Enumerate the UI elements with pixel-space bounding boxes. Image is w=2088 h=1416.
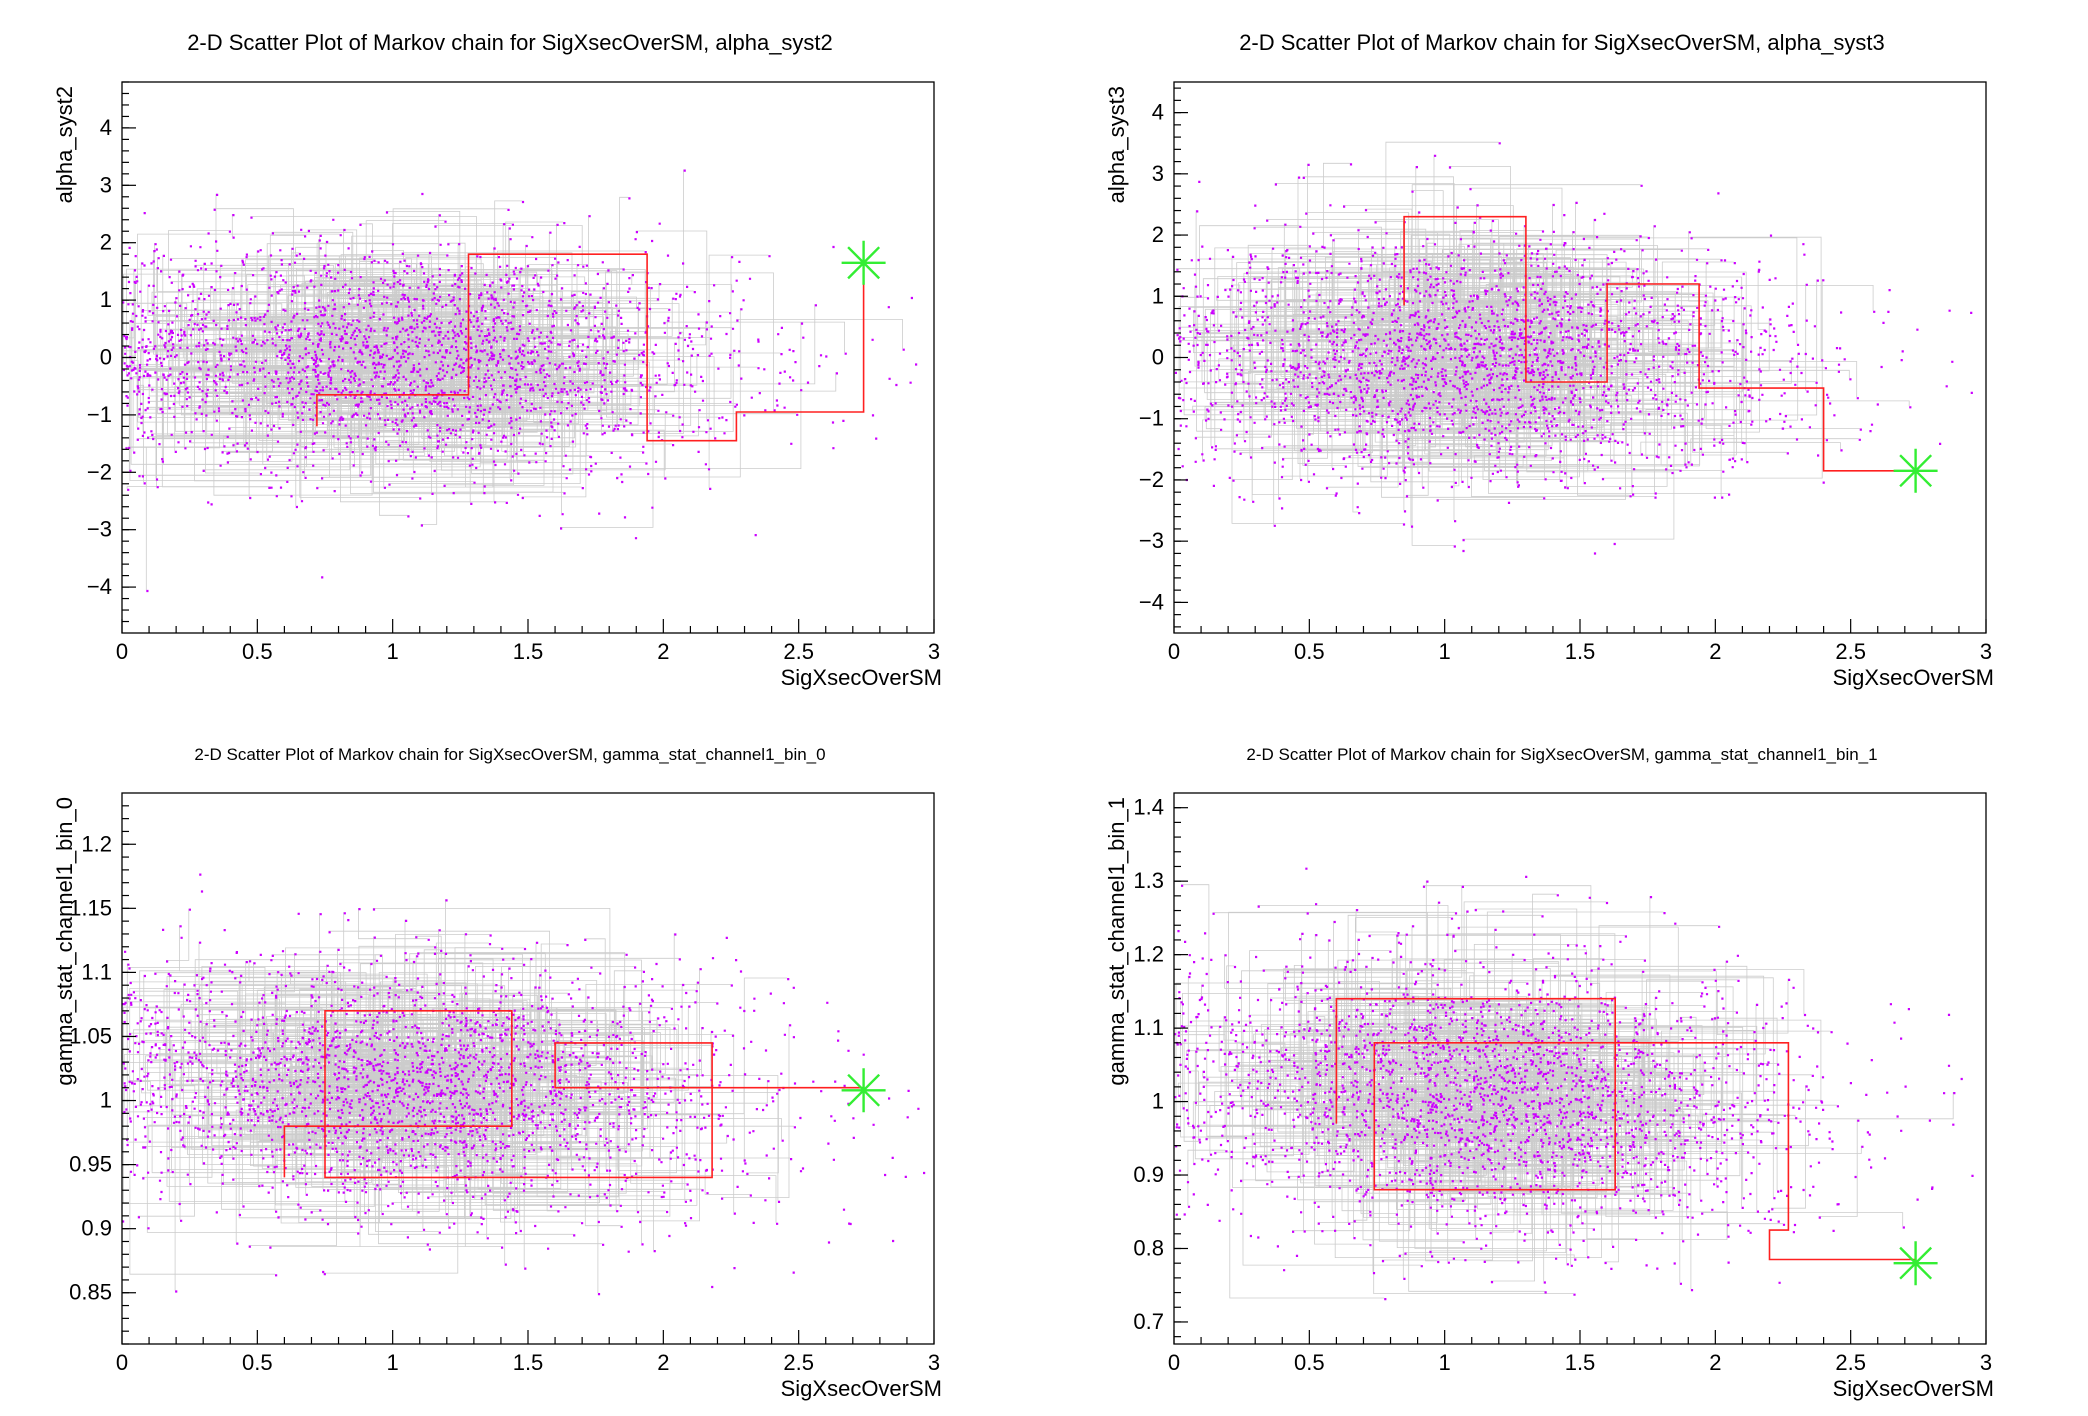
y-tick-label: 2 (1152, 222, 1164, 247)
y-tick-label: 1.15 (69, 895, 112, 920)
plot-area (1174, 867, 1974, 1301)
red-chain-path (1403, 215, 1916, 472)
y-tick-label: 4 (100, 115, 112, 140)
y-tick-label: 1 (1152, 1089, 1164, 1114)
y-tick-label: 1.2 (1133, 942, 1164, 967)
chain-steps (1176, 141, 1910, 546)
best-fit-star-marker (1893, 448, 1938, 493)
best-fit-star-marker (841, 1068, 886, 1113)
x-axis-title: SigXsecOverSM (1833, 665, 1994, 690)
y-tick-label: 0.8 (1133, 1235, 1164, 1260)
y-tick-label: −3 (87, 517, 112, 542)
y-tick-label: −4 (1139, 589, 1164, 614)
x-tick-label: 0.5 (1294, 639, 1325, 664)
x-tick-label: 2.5 (1835, 1350, 1866, 1375)
y-tick-label: −2 (87, 459, 112, 484)
red-chain-path (1335, 997, 1916, 1261)
chart-title: 2-D Scatter Plot of Markov chain for Sig… (1246, 745, 1877, 764)
y-tick-label: 1.1 (81, 959, 112, 984)
y-tick-label: 3 (1152, 161, 1164, 186)
x-tick-label: 2.5 (1835, 639, 1866, 664)
best-fit-star-marker (1893, 1241, 1938, 1286)
x-tick-label: 3 (928, 1350, 940, 1375)
chart-title: 2-D Scatter Plot of Markov chain for Sig… (1239, 30, 1885, 55)
x-tick-label: 3 (928, 639, 940, 664)
x-tick-label: 3 (1980, 639, 1992, 664)
chain-steps (122, 899, 794, 1293)
x-tick-label: 2.5 (783, 639, 814, 664)
y-tick-label: 1 (100, 1088, 112, 1113)
y-tick-label: 1.1 (1133, 1015, 1164, 1040)
x-tick-label: 1 (1439, 639, 1451, 664)
x-tick-label: 2 (1709, 1350, 1721, 1375)
x-tick-label: 0.5 (242, 1350, 273, 1375)
y-tick-label: 2 (100, 230, 112, 255)
y-tick-label: 0.7 (1133, 1309, 1164, 1334)
x-axis-title: SigXsecOverSM (781, 1376, 942, 1401)
x-tick-label: 2 (657, 1350, 669, 1375)
y-tick-label: 1.2 (81, 831, 112, 856)
red-chain-path (283, 1010, 864, 1179)
x-tick-label: 2.5 (783, 1350, 814, 1375)
x-tick-label: 0.5 (242, 639, 273, 664)
red-chain-path (316, 253, 865, 442)
y-axis-title: alpha_syst3 (1104, 86, 1129, 203)
panel-alpha-syst3: 2-D Scatter Plot of Markov chain for Sig… (1104, 30, 1994, 690)
x-axis-title: SigXsecOverSM (1833, 1376, 1994, 1401)
y-tick-label: 3 (100, 172, 112, 197)
x-tick-label: 0.5 (1294, 1350, 1325, 1375)
chain-steps (122, 169, 903, 590)
plot-area (122, 873, 926, 1296)
y-axis-title: gamma_stat_channel1_bin_0 (52, 797, 77, 1086)
y-tick-label: −2 (1139, 467, 1164, 492)
plot-area (122, 169, 918, 593)
panel-gamma-bin-1: 2-D Scatter Plot of Markov chain for Sig… (1104, 745, 1994, 1401)
x-tick-label: 2 (1709, 639, 1721, 664)
y-tick-label: 0.95 (69, 1152, 112, 1177)
best-fit-star-marker (841, 240, 886, 285)
chain-steps (1175, 880, 1954, 1299)
plot-area (1174, 141, 1973, 555)
x-tick-label: 0 (1168, 1350, 1180, 1375)
x-tick-label: 1 (387, 1350, 399, 1375)
y-tick-label: 1 (100, 287, 112, 312)
x-tick-label: 2 (657, 639, 669, 664)
x-axis-title: SigXsecOverSM (781, 665, 942, 690)
x-tick-label: 1.5 (1565, 1350, 1596, 1375)
chart-title: 2-D Scatter Plot of Markov chain for Sig… (187, 30, 833, 55)
x-tick-label: 1.5 (513, 639, 544, 664)
y-tick-label: −3 (1139, 528, 1164, 553)
y-tick-label: 0 (1152, 345, 1164, 370)
x-tick-label: 1.5 (1565, 639, 1596, 664)
y-tick-label: 1.05 (69, 1023, 112, 1048)
panel-gamma-bin-0: 2-D Scatter Plot of Markov chain for Sig… (52, 745, 942, 1401)
x-tick-label: 1.5 (513, 1350, 544, 1375)
y-axis-title: gamma_stat_channel1_bin_1 (1104, 797, 1129, 1086)
y-tick-label: −4 (87, 574, 112, 599)
y-tick-label: −1 (87, 402, 112, 427)
y-tick-label: 0.85 (69, 1280, 112, 1305)
x-tick-label: 1 (387, 639, 399, 664)
x-tick-label: 3 (1980, 1350, 1992, 1375)
y-tick-label: 0.9 (1133, 1162, 1164, 1187)
sample-points (122, 873, 926, 1296)
panel-alpha-syst2: 2-D Scatter Plot of Markov chain for Sig… (52, 30, 942, 690)
y-tick-label: −1 (1139, 406, 1164, 431)
y-tick-label: 4 (1152, 100, 1164, 125)
y-axis-title: alpha_syst2 (52, 86, 77, 203)
sample-points (122, 169, 918, 593)
y-tick-label: 1 (1152, 283, 1164, 308)
x-tick-label: 0 (1168, 639, 1180, 664)
y-tick-label: 1.4 (1133, 795, 1164, 820)
chart-title: 2-D Scatter Plot of Markov chain for Sig… (194, 745, 825, 764)
y-tick-label: 0 (100, 345, 112, 370)
x-tick-label: 0 (116, 1350, 128, 1375)
y-tick-label: 1.3 (1133, 868, 1164, 893)
x-tick-label: 0 (116, 639, 128, 664)
x-tick-label: 1 (1439, 1350, 1451, 1375)
y-tick-label: 0.9 (81, 1216, 112, 1241)
